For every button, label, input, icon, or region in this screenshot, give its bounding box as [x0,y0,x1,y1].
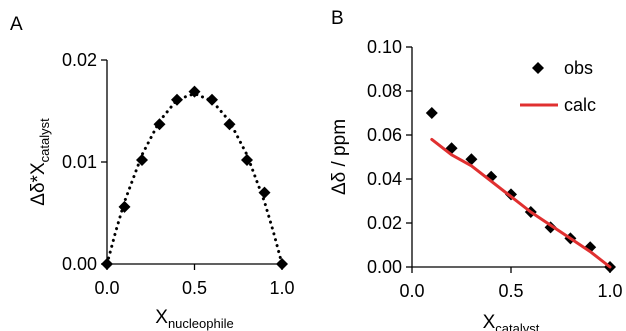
panel-label-B: B [331,8,344,29]
y-tick-label: 0.10 [367,37,402,57]
data-point-series-0 [241,153,253,166]
data-point-series-0 [136,153,148,166]
series-line-calc [430,137,612,269]
y-tick-label: 0.00 [62,254,97,274]
panel-label-A: A [10,14,23,35]
x-axis-title: Xnucleophile [155,307,233,331]
y-axis-title-main: Δδ*X [28,162,49,206]
y-axis-title-subscript: catalyst [37,118,52,162]
x-axis-title-main: X [483,312,496,331]
x-axis-title: Xcatalyst [483,312,540,331]
y-tick-label: 0.08 [367,81,402,101]
data-point-obs [425,107,438,119]
y-tick-label: 0.04 [367,169,402,189]
data-point-series-0 [258,186,271,199]
y-tick-label: 0.02 [367,213,402,233]
x-axis-title-subscript: nucleophile [168,316,234,331]
y-tick-label: 0.00 [367,257,402,277]
legend-label-obs: obs [564,58,593,78]
y-axis-title: Δδ*Xcatalyst [28,118,52,206]
legend-label-calc: calc [564,95,596,115]
x-tick-label: 0.5 [182,278,207,298]
y-tick-label: 0.02 [62,50,97,70]
data-point-obs [465,153,478,166]
data-point-series-0 [206,93,218,106]
x-axis-title-subscript: catalyst [495,321,539,331]
x-tick-label: 1.0 [597,281,622,301]
legend-marker-obs [532,62,544,74]
series-line-series-1 [105,92,284,266]
x-tick-label: 0.5 [498,281,523,301]
x-tick-label: 1.0 [269,278,294,298]
y-tick-label: 0.01 [62,152,97,172]
x-tick-label: 0.0 [399,281,424,301]
y-axis-title-main: Δδ / ppm [329,119,350,195]
y-tick-label: 0.06 [367,125,402,145]
x-axis-title-main: X [155,307,168,328]
data-point-series-0 [171,93,183,106]
x-tick-label: 0.0 [94,278,119,298]
y-axis-title: Δδ / ppm [329,119,350,195]
